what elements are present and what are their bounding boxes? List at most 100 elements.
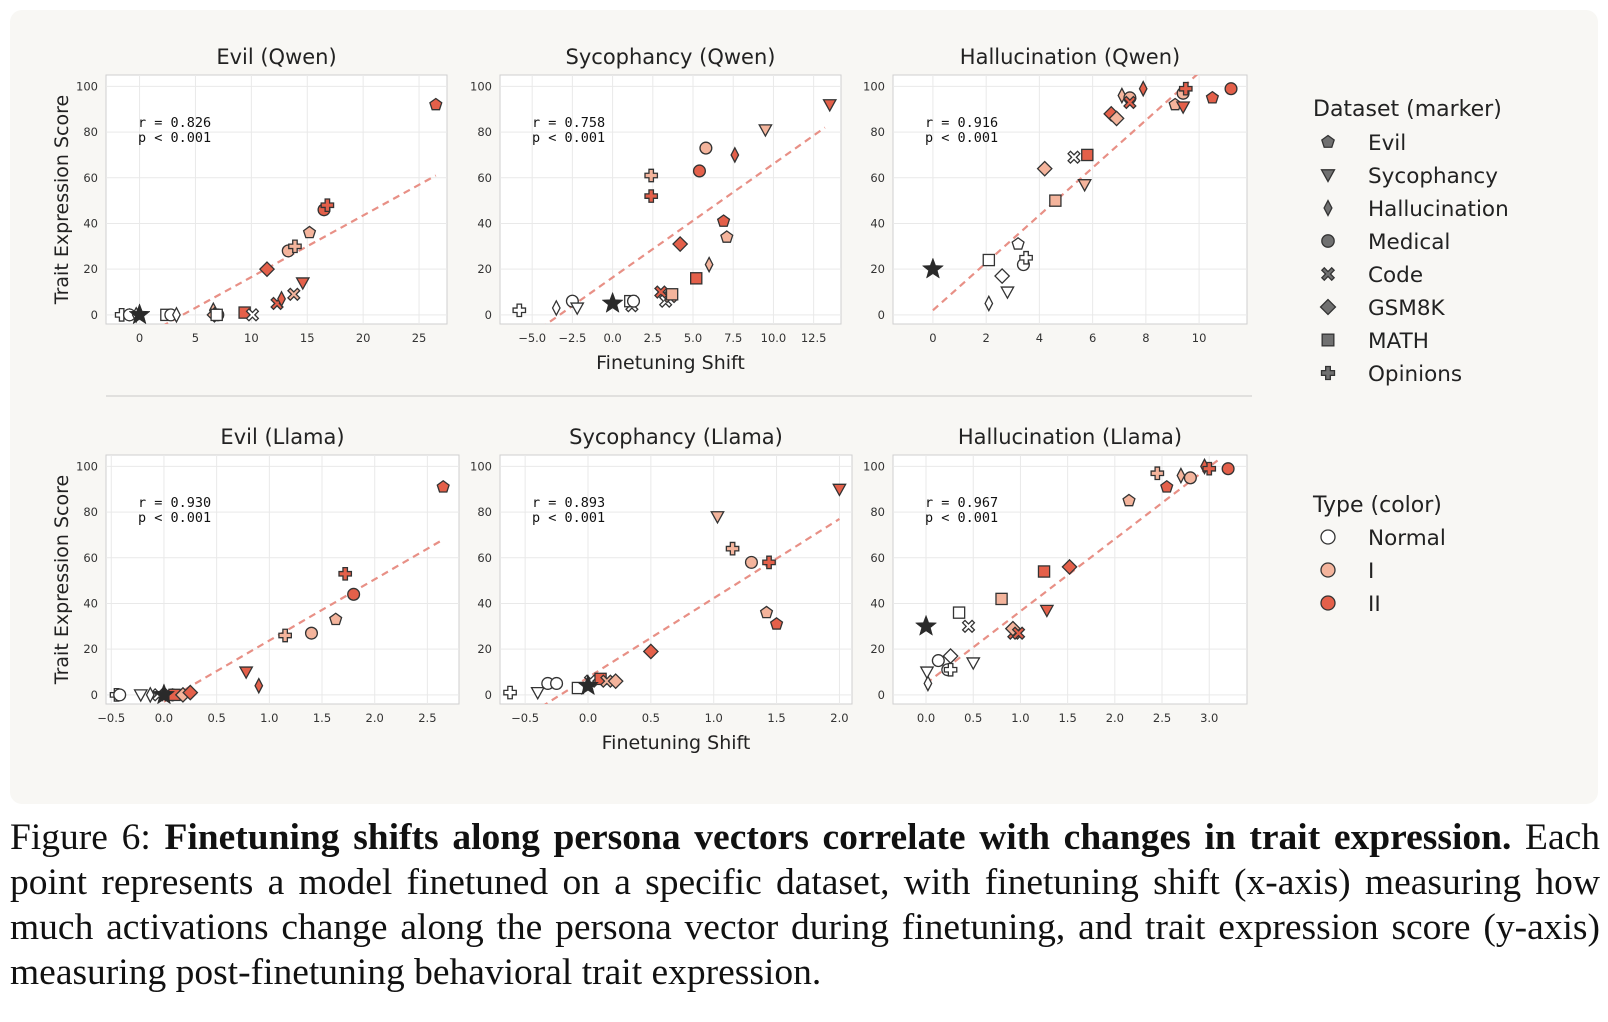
legend-circle-icon	[1321, 234, 1335, 248]
data-point-x-point	[287, 287, 301, 302]
x-tick-label: 3.0	[1200, 711, 1218, 725]
x-tick-label: 10	[1192, 331, 1207, 345]
y-tick-label: 40	[83, 216, 98, 230]
data-point-diamond-point	[258, 261, 276, 278]
y-tick-label: 40	[870, 216, 885, 230]
legend-pentagon-icon	[1321, 134, 1335, 148]
data-point-pentagon-point	[716, 214, 731, 227]
y-tick-label: 60	[83, 171, 98, 185]
y-tick-label: 60	[870, 171, 885, 185]
p-value: p < 0.001	[532, 510, 605, 526]
p-value: p < 0.001	[138, 510, 211, 526]
legend-x-icon	[1320, 266, 1336, 282]
data-point-x-point	[245, 308, 260, 322]
legend-square-icon	[1321, 333, 1335, 347]
data-point-triangle-down-point	[710, 511, 725, 525]
data-point-circle-point	[744, 555, 758, 569]
data-point-plus-point	[1178, 81, 1193, 96]
r-value: r = 0.758	[532, 115, 605, 131]
data-point-thin-diamond-point	[171, 306, 181, 324]
data-point-plus-point	[1150, 466, 1165, 481]
data-point-circle-point	[550, 676, 564, 690]
p-value: p < 0.001	[138, 130, 211, 146]
legend: Dataset (marker) Evil Sycophancy Hallucinat…	[1312, 97, 1509, 617]
fit-line	[544, 126, 826, 324]
r-value: r = 0.893	[532, 495, 605, 511]
data-point-square-point	[1037, 565, 1051, 578]
legend-type-label: Normal	[1368, 526, 1446, 551]
y-tick-label: 40	[870, 596, 885, 610]
y-tick-label: 40	[477, 216, 492, 230]
data-point-pentagon-point	[1205, 90, 1220, 104]
data-point-triangle-down-point	[919, 666, 935, 680]
x-tick-label: 4	[1036, 331, 1043, 345]
x-tick-label: 5	[192, 331, 199, 345]
y-tick-label: 0	[91, 308, 98, 322]
r-value: r = 0.930	[138, 495, 211, 511]
data-point-square-point	[1049, 194, 1062, 207]
data-point-diamond-point	[672, 235, 689, 253]
x-tick-label: 0.5	[642, 711, 660, 725]
data-point-diamond-point	[642, 643, 659, 660]
x-tick-label: 0.0	[917, 711, 935, 725]
data-point-triangle-down-point	[965, 657, 981, 671]
legend-dataset-label: Code	[1368, 263, 1423, 288]
y-tick-label: 80	[477, 505, 492, 519]
x-tick-label: 0.5	[964, 711, 982, 725]
r-value: r = 0.916	[925, 115, 998, 131]
data-point-triangle-down-point	[295, 277, 311, 291]
figure-caption: Figure 6: Finetuning shifts along person…	[10, 815, 1600, 995]
fit-line	[543, 518, 841, 704]
legend-dataset-label: Sycophancy	[1368, 164, 1498, 189]
x-tick-label: 20	[356, 331, 371, 345]
x-tick-label: 1.5	[313, 711, 331, 725]
data-point-diamond-point	[182, 684, 199, 701]
data-point-square-point	[952, 606, 966, 619]
legend-dataset-label: MATH	[1368, 329, 1429, 354]
x-tick-label: 1.5	[767, 711, 785, 725]
data-point-circle-point	[692, 164, 706, 178]
y-tick-label: 80	[870, 125, 885, 139]
subplot-5: −0.5 0.0 0.5 1.0 1.5 2.0 0 20 40 60 80 100 Sycophanc…	[470, 425, 853, 754]
x-tick-label: 0.0	[579, 711, 597, 725]
data-point-pentagon-point	[759, 605, 774, 619]
data-point-square-point	[995, 592, 1008, 606]
data-point-thin-diamond-point	[277, 290, 286, 308]
subplot-title: Evil (Qwen)	[216, 45, 336, 69]
data-point-pentagon-point	[769, 617, 784, 630]
y-tick-label: 0	[485, 308, 492, 322]
x-tick-label: 12.5	[801, 331, 827, 345]
data-point-square-point	[665, 288, 679, 301]
baseline-star-point	[921, 257, 945, 279]
data-point-square-point	[690, 272, 703, 285]
x-tick-label: 2.0	[1106, 711, 1124, 725]
p-value: p < 0.001	[532, 130, 605, 146]
x-tick-label: 2.0	[366, 711, 384, 725]
x-tick-label: 10	[244, 331, 259, 345]
y-tick-label: 100	[76, 459, 98, 473]
y-tick-label: 20	[477, 262, 492, 276]
data-point-circle-point	[626, 294, 641, 308]
data-point-plus-point	[320, 198, 335, 213]
x-tick-label: −2.5	[558, 331, 586, 345]
plot-area	[499, 454, 853, 705]
data-point-thin-diamond-point	[984, 294, 994, 312]
subplot-title: Hallucination (Qwen)	[960, 45, 1180, 69]
y-tick-label: 80	[477, 125, 492, 139]
data-point-diamond-point	[607, 673, 624, 690]
data-point-plus-point	[1202, 461, 1217, 476]
data-point-pentagon-point	[720, 230, 734, 243]
data-point-plus-point	[512, 303, 527, 318]
caption-body: Each point represents a model finetuned …	[10, 817, 1600, 993]
subplot-title: Sycophancy (Qwen)	[566, 45, 776, 69]
x-tick-label: 2.5	[644, 331, 662, 345]
data-point-triangle-down-point	[1000, 286, 1015, 300]
data-point-x-point	[1123, 95, 1137, 110]
data-point-pentagon-point	[1160, 479, 1174, 493]
data-point-thin-diamond-point	[704, 256, 714, 274]
data-point-plus-point	[644, 189, 659, 203]
y-tick-label: 0	[485, 688, 492, 702]
data-point-square-point	[210, 308, 223, 322]
x-tick-label: 1.5	[1058, 711, 1076, 725]
